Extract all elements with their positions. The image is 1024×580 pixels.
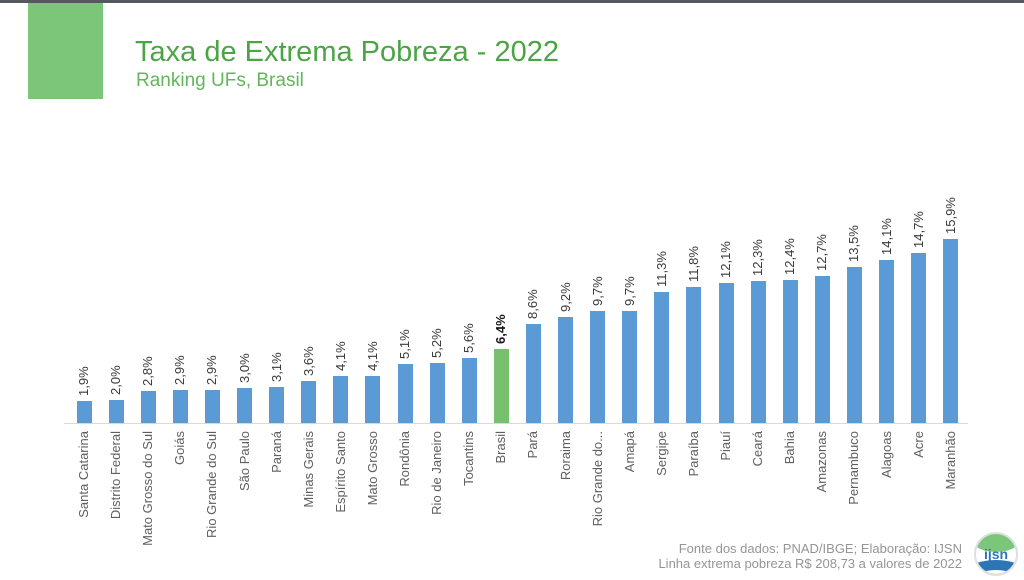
bar-para — [525, 324, 541, 423]
category-label-sergipe: Sergipe — [653, 431, 669, 476]
bar-amazonas — [814, 276, 830, 423]
accent-rect — [28, 3, 103, 99]
category-label-alagoas: Alagoas — [878, 431, 894, 478]
bar-paraiba — [686, 287, 702, 423]
value-label-sao-paulo: 3,0% — [236, 353, 252, 383]
page-title: Taxa de Extrema Pobreza - 2022 — [135, 36, 559, 68]
bar-bahia — [782, 280, 798, 423]
bar-rio-de-janeiro — [429, 363, 445, 423]
value-label-rio-grande-do: 9,7% — [589, 276, 605, 306]
value-label-mato-grosso: 4,1% — [364, 341, 380, 371]
category-label-tocantins: Tocantins — [461, 431, 477, 486]
category-label-minas-gerais: Minas Gerais — [300, 431, 316, 508]
bar-alagoas — [879, 260, 894, 423]
value-label-ceara: 12,3% — [750, 239, 766, 276]
bar-rondonia — [397, 364, 413, 423]
bar-santa-catarina — [76, 401, 92, 423]
value-label-parana: 3,1% — [268, 352, 284, 382]
bar-ceara — [750, 281, 766, 423]
category-label-parana: Paraná — [268, 431, 284, 473]
category-label-pernambuco: Pernambuco — [846, 431, 862, 505]
category-label-sao-paulo: São Paulo — [236, 431, 252, 491]
bar-distrito-federal — [108, 400, 124, 423]
category-label-mato-grosso: Mato Grosso — [364, 431, 380, 506]
category-label-rondonia: Rondônia — [397, 431, 412, 487]
bar-mato-grosso — [365, 376, 381, 423]
category-label-rio-de-janeiro: Rio de Janeiro — [429, 431, 445, 515]
bar-acre — [911, 253, 927, 423]
bar-roraima — [558, 317, 573, 423]
category-label-mato-grosso-do-sul: Mato Grosso do Sul — [140, 431, 156, 546]
category-label-maranhao: Maranhão — [942, 431, 958, 490]
value-label-brasil: 6,4% — [493, 314, 509, 344]
value-label-distrito-federal: 2,0% — [108, 365, 124, 395]
bar-goias — [172, 390, 188, 423]
value-label-amapa: 9,7% — [621, 276, 637, 306]
value-label-mato-grosso-do-sul: 2,8% — [140, 356, 156, 386]
bar-sergipe — [654, 292, 670, 423]
ijsn-logo-green-arc — [976, 534, 1016, 552]
value-label-pernambuco: 13,5% — [846, 225, 862, 262]
category-label-distrito-federal: Distrito Federal — [108, 431, 124, 520]
value-label-para: 8,6% — [525, 289, 541, 319]
value-label-tocantins: 5,6% — [461, 323, 477, 353]
category-label-goias: Goiás — [172, 431, 188, 465]
bar-amapa — [622, 311, 638, 423]
value-label-alagoas: 14,1% — [878, 218, 894, 255]
category-label-amazonas: Amazonas — [814, 431, 830, 493]
category-label-santa-catarina: Santa Catarina — [76, 431, 91, 518]
value-label-rio-grande-do-sul: 2,9% — [204, 355, 220, 385]
category-label-para: Pará — [525, 431, 541, 459]
bar-pernambuco — [846, 267, 862, 423]
footer: Fonte dos dados: PNAD/IBGE; Elaboração: … — [658, 541, 962, 571]
ijsn-logo: ijsn — [974, 532, 1018, 576]
bar-minas-gerais — [301, 381, 317, 423]
value-label-paraiba: 11,8% — [685, 246, 701, 282]
category-label-ceara: Ceará — [750, 431, 766, 467]
category-label-piaui: Piauí — [718, 431, 733, 461]
x-axis-line — [64, 423, 968, 424]
value-label-santa-catarina: 1,9% — [76, 366, 91, 396]
value-label-maranhao: 15,9% — [942, 197, 958, 234]
ijsn-logo-text: ijsn — [983, 546, 1009, 562]
category-label-amapa: Amapá — [621, 431, 637, 473]
category-label-brasil: Brasil — [493, 431, 509, 464]
value-label-goias: 2,9% — [172, 355, 188, 385]
category-label-rio-grande-do-sul: Rio Grande do Sul — [204, 431, 220, 538]
bar-piaui — [718, 283, 734, 423]
footer-note-line: Linha extrema pobreza R$ 208,73 a valore… — [658, 556, 962, 571]
category-label-bahia: Bahia — [782, 431, 798, 465]
value-label-sergipe: 11,3% — [653, 251, 669, 287]
category-label-espirito-santo: Espírito Santo — [332, 431, 348, 513]
bar-maranhao — [943, 239, 959, 423]
bar-rio-grande-do — [590, 311, 606, 423]
bar-mato-grosso-do-sul — [140, 391, 156, 423]
bar-rio-grande-do-sul — [204, 390, 220, 423]
bar-tocantins — [461, 358, 477, 423]
top-strip — [0, 0, 1024, 3]
footer-source-line: Fonte dos dados: PNAD/IBGE; Elaboração: … — [678, 541, 962, 556]
value-label-espirito-santo: 4,1% — [332, 341, 348, 371]
value-label-piaui: 12,1% — [718, 241, 733, 278]
value-label-roraima: 9,2% — [557, 282, 573, 312]
bar-brasil — [493, 349, 509, 423]
value-label-minas-gerais: 3,6% — [300, 346, 316, 376]
category-label-rio-grande-do: Rio Grande do... — [589, 431, 605, 527]
value-label-acre: 14,7% — [910, 211, 926, 248]
bar-sao-paulo — [237, 388, 252, 423]
category-label-roraima: Roraima — [557, 431, 573, 481]
value-label-bahia: 12,4% — [782, 238, 798, 275]
value-label-rondonia: 5,1% — [397, 329, 412, 359]
value-label-amazonas: 12,7% — [814, 234, 830, 271]
page-subtitle: Ranking UFs, Brasil — [136, 70, 304, 91]
value-label-rio-de-janeiro: 5,2% — [429, 328, 445, 358]
bar-parana — [269, 387, 285, 423]
bar-espirito-santo — [333, 376, 349, 423]
category-label-paraiba: Paraíba — [685, 431, 701, 477]
category-label-acre: Acre — [910, 431, 926, 458]
ijsn-logo-bottom-sliver — [978, 570, 1014, 574]
